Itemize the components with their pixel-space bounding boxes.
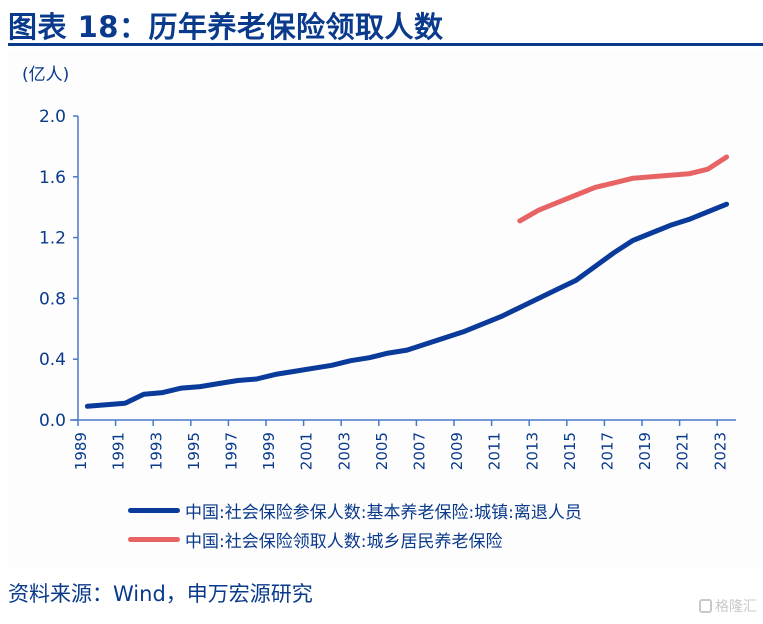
x-tick-label: 1997	[222, 432, 240, 470]
figure-title: 图表 18：历年养老保险领取人数	[8, 10, 444, 44]
series-lines	[84, 154, 730, 409]
title-rule	[8, 43, 763, 46]
x-tick-label: 1993	[147, 432, 165, 470]
x-tick-label: 2011	[486, 432, 504, 470]
x-tick-label: 2017	[598, 432, 616, 470]
y-tick-label: 2.0	[39, 107, 66, 127]
watermark-text: 格隆汇	[715, 599, 757, 615]
legend-item-urban-rural-residents: 中国:社会保险领取人数:城乡居民养老保险	[128, 525, 582, 554]
watermark: 格隆汇	[699, 596, 757, 616]
x-tick-label: 1999	[260, 432, 278, 470]
y-tick-label: 1.2	[39, 229, 66, 249]
x-tick-label: 1989	[72, 432, 90, 470]
legend-label: 中国:社会保险领取人数:城乡居民养老保险	[185, 532, 503, 552]
y-axis: 0.0 0.4 0.8 1.2 1.6 2.0	[39, 107, 79, 431]
series-line-1	[517, 154, 730, 224]
x-tick-label: 2021	[674, 432, 692, 470]
y-axis-unit-label: (亿人)	[22, 65, 69, 85]
legend: 中国:社会保险参保人数:基本养老保险:城镇:离退人员 中国:社会保险领取人数:城…	[128, 496, 582, 554]
chart-background	[8, 50, 763, 568]
x-tick-label: 2009	[448, 432, 466, 470]
legend-item-urban-retirees: 中国:社会保险参保人数:基本养老保险:城镇:离退人员	[128, 496, 582, 525]
x-tick-label: 1991	[110, 432, 128, 470]
x-tick-label: 2003	[335, 432, 353, 470]
series-line-0	[84, 201, 730, 409]
y-tick-label: 0.4	[39, 350, 66, 370]
x-tick-label: 2023	[711, 432, 729, 470]
x-tick-label: 2019	[636, 432, 654, 470]
x-tick-label: 1995	[185, 432, 203, 470]
y-tick-label: 0.8	[39, 289, 66, 309]
legend-swatch-blue	[128, 508, 180, 513]
y-tick-label: 1.6	[39, 168, 66, 188]
x-tick-label: 2013	[523, 432, 541, 470]
x-tick-label: 2005	[373, 432, 391, 470]
legend-label: 中国:社会保险参保人数:基本养老保险:城镇:离退人员	[185, 503, 582, 523]
source-note: 资料来源：Wind，申万宏源研究	[8, 582, 313, 606]
legend-swatch-red	[128, 537, 180, 542]
y-tick-label: 0.0	[39, 411, 66, 431]
x-tick-label: 2015	[561, 432, 579, 470]
watermark-logo-icon	[699, 599, 712, 613]
x-axis: 1989 1991 1993 1995 1997 1999 2001 2003 2005 2007…	[70, 419, 736, 470]
x-tick-label: 2007	[410, 432, 428, 470]
x-tick-label: 2001	[298, 432, 316, 470]
